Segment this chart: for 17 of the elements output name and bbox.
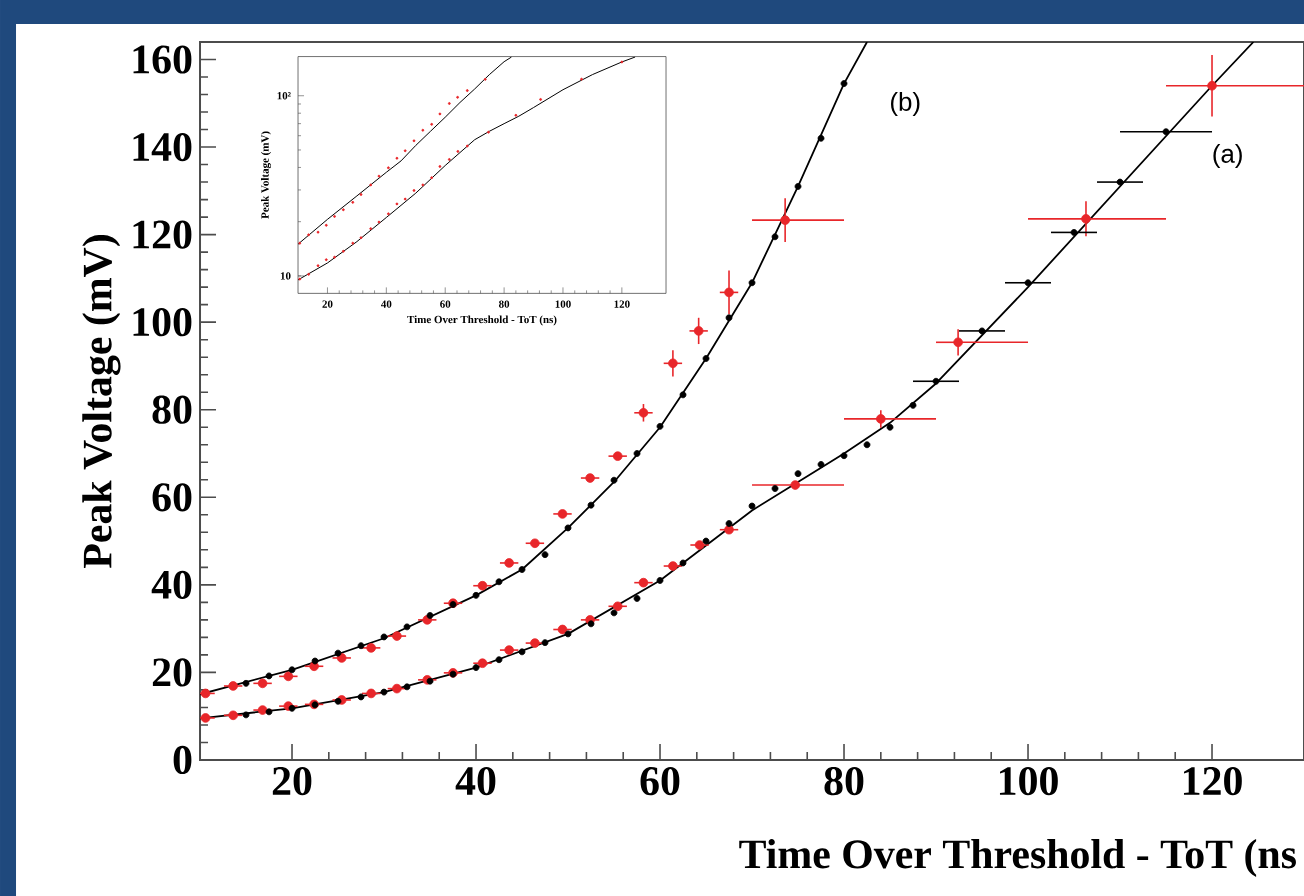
y-tick-label: 120 bbox=[133, 220, 192, 249]
y-tick-label: 60 bbox=[152, 483, 192, 512]
y-tick-label: 160 bbox=[133, 45, 192, 74]
y-tick-label: 140 bbox=[133, 132, 192, 162]
x-tick-label: 60 bbox=[640, 767, 680, 796]
annotation: (a) bbox=[1213, 143, 1242, 169]
x-tick-label: 80 bbox=[824, 767, 864, 796]
y-axis-title: Peak Voltage (mV) bbox=[82, 235, 121, 568]
y-tick-label: 40 bbox=[151, 570, 192, 599]
x-axis-title: Time Over Threshold - ToT (ns bbox=[739, 839, 1296, 877]
y-tick-label: 20 bbox=[152, 658, 192, 687]
x-tick-label: 40 bbox=[455, 767, 496, 796]
y-tick-label: 0 bbox=[173, 745, 192, 775]
x-tick-label: 120 bbox=[1183, 767, 1242, 796]
x-tick-label: 100 bbox=[999, 767, 1058, 796]
y-tick-label: 80 bbox=[152, 395, 192, 424]
annotation: (b) bbox=[891, 91, 920, 117]
